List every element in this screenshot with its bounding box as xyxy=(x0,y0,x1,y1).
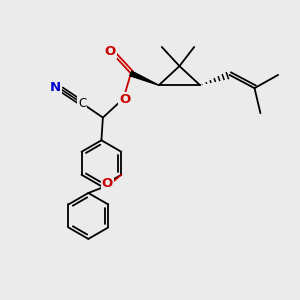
Text: C: C xyxy=(78,97,86,110)
Text: O: O xyxy=(102,177,113,190)
Text: O: O xyxy=(105,45,116,58)
Text: O: O xyxy=(119,93,130,106)
Text: N: N xyxy=(50,81,61,94)
Polygon shape xyxy=(130,71,159,85)
